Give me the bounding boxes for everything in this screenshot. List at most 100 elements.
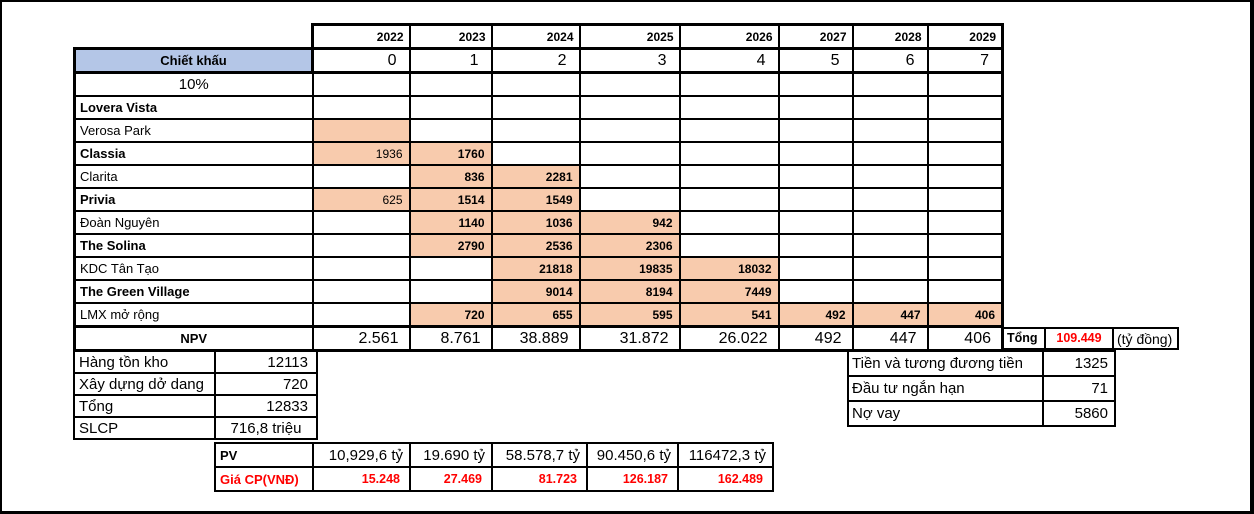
cell-verosa-park-2023[interactable] bbox=[408, 118, 493, 143]
project-label-privia[interactable]: Privia bbox=[73, 187, 314, 212]
cell-doan-nguyen-2029[interactable] bbox=[926, 210, 1004, 235]
period-cell-2022[interactable]: 0 bbox=[311, 47, 411, 74]
cell-verosa-park-2026[interactable] bbox=[678, 118, 780, 143]
cell-the-green-village-2028[interactable] bbox=[851, 279, 929, 304]
cell-kdc-tan-tao-2024[interactable]: 21818 bbox=[490, 256, 581, 281]
cell-the-solina-2025[interactable]: 2306 bbox=[578, 233, 681, 258]
cell-classia-2026[interactable] bbox=[678, 141, 780, 166]
cell-lmx-mo-rong-2022[interactable] bbox=[311, 302, 411, 328]
project-label-lovera-vista[interactable]: Lovera Vista bbox=[73, 95, 314, 120]
cell-doan-nguyen-2028[interactable] bbox=[851, 210, 929, 235]
cell-the-solina-2029[interactable] bbox=[926, 233, 1004, 258]
cell-lovera-vista-2022[interactable] bbox=[311, 95, 411, 120]
period-cell-2028[interactable]: 6 bbox=[851, 47, 929, 74]
cell-lmx-mo-rong-2026[interactable]: 541 bbox=[678, 302, 780, 328]
cell-classia-2025[interactable] bbox=[578, 141, 681, 166]
cell-the-green-village-2027[interactable] bbox=[777, 279, 854, 304]
cell-kdc-tan-tao-2023[interactable] bbox=[408, 256, 493, 281]
cell-the-solina-2027[interactable] bbox=[777, 233, 854, 258]
discount-rate-cell[interactable]: 10% bbox=[73, 71, 314, 97]
empty-cell-rate-2028[interactable] bbox=[851, 71, 929, 97]
balance-value-dau-tu-ngan-han[interactable]: 71 bbox=[1042, 375, 1116, 402]
cell-lmx-mo-rong-2024[interactable]: 655 bbox=[490, 302, 581, 328]
project-label-the-green-village[interactable]: The Green Village bbox=[73, 279, 314, 304]
asset-value-tong[interactable]: 12833 bbox=[214, 394, 318, 418]
pv-value-5[interactable]: 116472,3 tỷ bbox=[677, 442, 774, 468]
cell-kdc-tan-tao-2022[interactable] bbox=[311, 256, 411, 281]
grand-total-unit-cell[interactable]: (tỷ đồng) bbox=[1112, 327, 1179, 350]
asset-label-tong[interactable]: Tổng bbox=[73, 394, 216, 418]
npv-cell-2022[interactable]: 2.561 bbox=[311, 325, 411, 352]
cell-lovera-vista-2026[interactable] bbox=[678, 95, 780, 120]
empty-cell-rate-2023[interactable] bbox=[408, 71, 493, 97]
cell-verosa-park-2029[interactable] bbox=[926, 118, 1004, 143]
cell-clarita-2023[interactable]: 836 bbox=[408, 164, 493, 189]
cell-classia-2029[interactable] bbox=[926, 141, 1004, 166]
asset-value-hang-ton-kho[interactable]: 12113 bbox=[214, 350, 318, 374]
grand-total-value-cell[interactable]: 109.449 bbox=[1044, 327, 1114, 350]
cell-classia-2022[interactable]: 1936 bbox=[311, 141, 411, 166]
cell-kdc-tan-tao-2025[interactable]: 19835 bbox=[578, 256, 681, 281]
npv-label-cell[interactable]: NPV bbox=[73, 325, 314, 352]
cell-verosa-park-2027[interactable] bbox=[777, 118, 854, 143]
balance-value-tien-va-tuong-duong-tien[interactable]: 1325 bbox=[1042, 350, 1116, 377]
cell-verosa-park-2025[interactable] bbox=[578, 118, 681, 143]
pv-value-2[interactable]: 19.690 tỷ bbox=[409, 442, 493, 468]
cell-the-green-village-2022[interactable] bbox=[311, 279, 411, 304]
project-label-clarita[interactable]: Clarita bbox=[73, 164, 314, 189]
cell-the-green-village-2025[interactable]: 8194 bbox=[578, 279, 681, 304]
cell-the-solina-2023[interactable]: 2790 bbox=[408, 233, 493, 258]
project-label-kdc-tan-tao[interactable]: KDC Tân Tạo bbox=[73, 256, 314, 281]
cell-kdc-tan-tao-2029[interactable] bbox=[926, 256, 1004, 281]
year-header-2029[interactable]: 2029 bbox=[926, 23, 1004, 50]
cell-the-green-village-2024[interactable]: 9014 bbox=[490, 279, 581, 304]
empty-cell-rate-2029[interactable] bbox=[926, 71, 1004, 97]
cell-lovera-vista-2025[interactable] bbox=[578, 95, 681, 120]
year-header-2026[interactable]: 2026 bbox=[678, 23, 780, 50]
cell-privia-2023[interactable]: 1514 bbox=[408, 187, 493, 212]
cell-privia-2029[interactable] bbox=[926, 187, 1004, 212]
pv-value-1[interactable]: 10,929,6 tỷ bbox=[312, 442, 411, 468]
cell-doan-nguyen-2025[interactable]: 942 bbox=[578, 210, 681, 235]
project-label-classia[interactable]: Classia bbox=[73, 141, 314, 166]
period-cell-2025[interactable]: 3 bbox=[578, 47, 681, 74]
cell-clarita-2022[interactable] bbox=[311, 164, 411, 189]
cell-lovera-vista-2027[interactable] bbox=[777, 95, 854, 120]
pv-label-cell[interactable]: PV bbox=[214, 442, 314, 468]
period-cell-2026[interactable]: 4 bbox=[678, 47, 780, 74]
period-cell-2029[interactable]: 7 bbox=[926, 47, 1004, 74]
grand-total-label-cell[interactable]: Tổng bbox=[1002, 327, 1046, 350]
asset-label-hang-ton-kho[interactable]: Hàng tồn kho bbox=[73, 350, 216, 374]
cell-the-solina-2022[interactable] bbox=[311, 233, 411, 258]
share-price-value-1[interactable]: 15.248 bbox=[312, 466, 411, 492]
share-price-label-cell[interactable]: Giá CP(VNĐ) bbox=[214, 466, 314, 492]
cell-privia-2027[interactable] bbox=[777, 187, 854, 212]
year-header-2025[interactable]: 2025 bbox=[578, 23, 681, 50]
cell-doan-nguyen-2022[interactable] bbox=[311, 210, 411, 235]
project-label-lmx-mo-rong[interactable]: LMX mở rộng bbox=[73, 302, 314, 328]
year-header-2027[interactable]: 2027 bbox=[777, 23, 854, 50]
cell-lovera-vista-2029[interactable] bbox=[926, 95, 1004, 120]
share-price-value-3[interactable]: 81.723 bbox=[491, 466, 588, 492]
npv-cell-2027[interactable]: 492 bbox=[777, 325, 854, 352]
pv-value-4[interactable]: 90.450,6 tỷ bbox=[586, 442, 679, 468]
cell-classia-2027[interactable] bbox=[777, 141, 854, 166]
npv-cell-2024[interactable]: 38.889 bbox=[490, 325, 581, 352]
cell-clarita-2027[interactable] bbox=[777, 164, 854, 189]
cell-the-solina-2024[interactable]: 2536 bbox=[490, 233, 581, 258]
cell-the-solina-2026[interactable] bbox=[678, 233, 780, 258]
cell-kdc-tan-tao-2026[interactable]: 18032 bbox=[678, 256, 780, 281]
period-cell-2024[interactable]: 2 bbox=[490, 47, 581, 74]
npv-cell-2023[interactable]: 8.761 bbox=[408, 325, 493, 352]
asset-value-slcp[interactable]: 716,8 triệu bbox=[214, 416, 318, 440]
year-header-2023[interactable]: 2023 bbox=[408, 23, 493, 50]
share-price-value-2[interactable]: 27.469 bbox=[409, 466, 493, 492]
cell-classia-2024[interactable] bbox=[490, 141, 581, 166]
balance-label-tien-va-tuong-duong-tien[interactable]: Tiền và tương đương tiền bbox=[847, 350, 1044, 377]
cell-classia-2028[interactable] bbox=[851, 141, 929, 166]
cell-lovera-vista-2024[interactable] bbox=[490, 95, 581, 120]
period-cell-2023[interactable]: 1 bbox=[408, 47, 493, 74]
cell-lmx-mo-rong-2029[interactable]: 406 bbox=[926, 302, 1004, 328]
empty-cell-rate-2024[interactable] bbox=[490, 71, 581, 97]
cell-the-green-village-2029[interactable] bbox=[926, 279, 1004, 304]
